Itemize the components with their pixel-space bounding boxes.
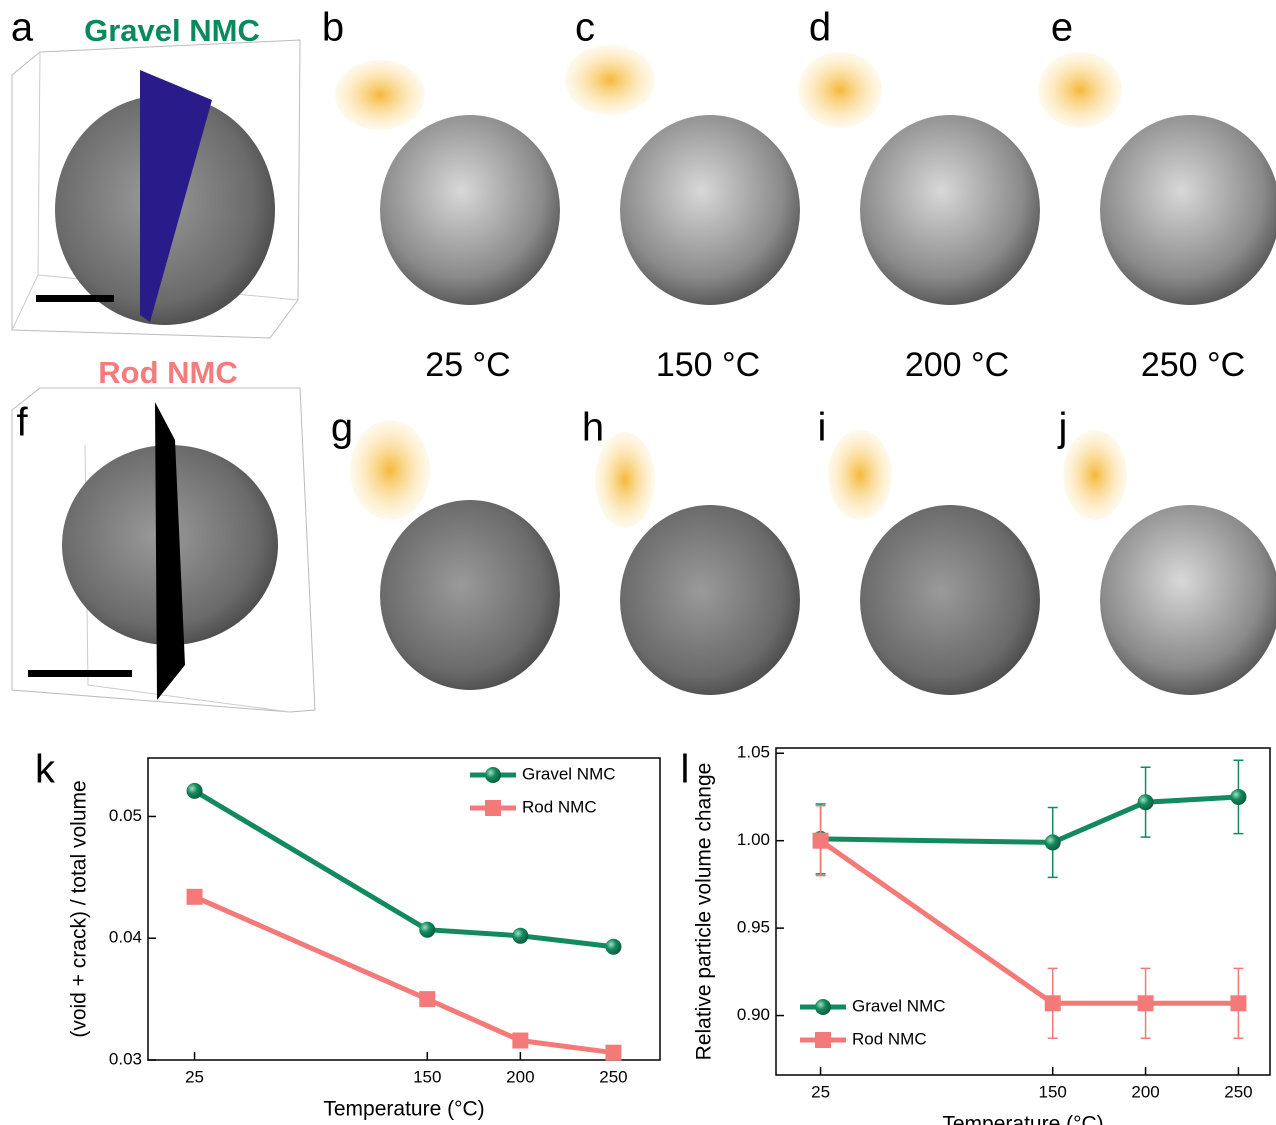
panel-label: h (582, 406, 604, 450)
section-c (565, 45, 800, 305)
y-tick-label: 0.04 (109, 928, 142, 947)
x-tick-label: 150 (1039, 1082, 1067, 1101)
x-axis-label: Temperature (°C) (942, 1113, 1103, 1125)
panel-label: i (818, 406, 827, 450)
plot-frame (775, 747, 1271, 1076)
x-tick-label: 250 (599, 1067, 627, 1086)
legend-label: Rod NMC (852, 1029, 927, 1048)
series-line (820, 794, 1239, 845)
marker (186, 782, 203, 799)
series-line (819, 838, 1239, 1006)
section-e (1038, 52, 1276, 305)
marker (512, 1032, 529, 1049)
section-d (798, 52, 1040, 305)
marker (186, 888, 203, 905)
marker (605, 938, 622, 955)
y-axis-label: Relative particle volume change (693, 763, 716, 1061)
section-i (828, 430, 1040, 695)
marker (815, 1032, 831, 1048)
y-tick-label: 1.00 (737, 830, 770, 849)
plot-frame (147, 757, 661, 1061)
panel-label: f (16, 401, 28, 445)
x-axis-label: Temperature (°C) (323, 1098, 484, 1121)
marker (605, 1044, 622, 1061)
marker (1044, 834, 1061, 851)
panel-label: b (322, 6, 344, 50)
section-h (595, 432, 800, 695)
x-tick-label: 200 (506, 1067, 534, 1086)
panel-label: e (1051, 6, 1073, 50)
series-line (193, 894, 614, 1056)
section-b (335, 60, 560, 305)
marker (419, 921, 436, 938)
marker (812, 832, 829, 849)
x-tick-label: 25 (185, 1067, 204, 1086)
marker (815, 999, 831, 1015)
marker (1230, 788, 1247, 805)
section-g (350, 420, 560, 690)
panel-title: Gravel NMC (84, 13, 260, 48)
panel-label: g (331, 406, 353, 450)
x-tick-label: 150 (413, 1067, 441, 1086)
series-line (193, 788, 614, 950)
y-tick-label: 1.05 (737, 743, 770, 762)
marker (1230, 995, 1247, 1012)
y-axis-label: (void + crack) / total volume (68, 780, 91, 1037)
y-tick-label: 0.03 (109, 1049, 142, 1068)
y-tick-label: 0.90 (737, 1005, 770, 1024)
marker (485, 800, 501, 816)
legend-label: Rod NMC (522, 797, 597, 816)
panel-label: j (1058, 406, 1068, 450)
panel-label: d (809, 6, 831, 50)
chart: l 25 150 200 250 0.90 0.95 1.00 1.05 Temperature … (681, 743, 1271, 1125)
chart: k 25 150 200 250 0.03 0.04 0.05 Temperature (°C)… (35, 748, 661, 1121)
particle-render-f (11, 387, 316, 713)
legend-label: Gravel NMC (522, 764, 616, 783)
marker (512, 927, 529, 944)
marker (485, 767, 501, 783)
x-tick-label: 250 (1224, 1082, 1252, 1101)
y-tick-label: 0.05 (109, 806, 142, 825)
marker (1044, 995, 1061, 1012)
cross-sections (335, 45, 1276, 695)
y-tick-label: 0.95 (737, 918, 770, 937)
legend-label: Gravel NMC (852, 996, 946, 1015)
temperature-label: 150 °C (656, 346, 760, 384)
temperature-label: 200 °C (905, 346, 1009, 384)
x-tick-label: 200 (1131, 1082, 1159, 1101)
x-tick-label: 25 (811, 1082, 830, 1101)
temperature-label: 250 °C (1141, 346, 1245, 384)
marker (1137, 995, 1154, 1012)
panel-label: a (11, 6, 34, 50)
temperature-label: 25 °C (425, 346, 510, 384)
panel-label: l (681, 748, 690, 792)
marker (419, 991, 436, 1008)
marker (1137, 794, 1154, 811)
panel-label: c (575, 6, 595, 50)
panel-title: Rod NMC (98, 355, 237, 390)
section-j (1063, 430, 1276, 695)
panel-label: k (35, 748, 56, 792)
particle-render-a (11, 39, 301, 339)
